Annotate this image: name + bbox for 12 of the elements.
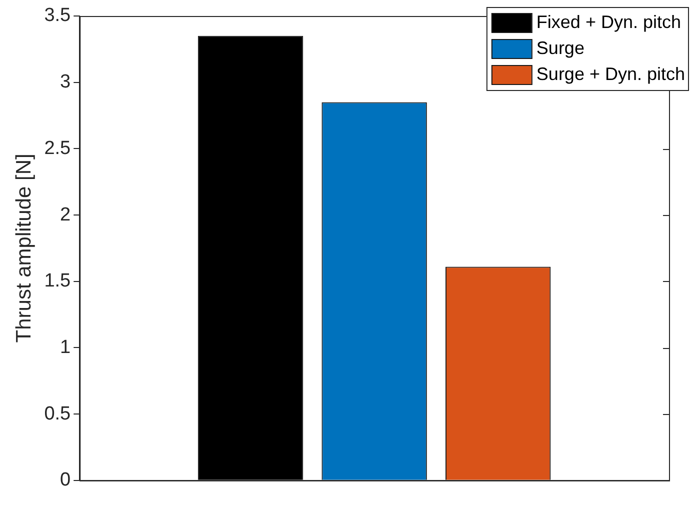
legend-label: Surge + Dyn. pitch — [536, 64, 686, 84]
y-tick-label: 0.5 — [44, 403, 71, 424]
legend-label: Surge — [536, 38, 584, 58]
y-tick-label: 0 — [60, 470, 71, 491]
y-axis-title: Thrust amplitude [N] — [12, 154, 36, 343]
y-tick-label: 3 — [60, 72, 71, 93]
y-tick-label: 2 — [60, 204, 71, 226]
y-tick-label: 1 — [60, 336, 71, 358]
y-tick-label: 2.5 — [44, 138, 71, 159]
y-tick-label: 3.5 — [44, 5, 71, 26]
y-tick-label: 1.5 — [44, 270, 71, 292]
legend-label: Fixed + Dyn. pitch — [536, 12, 681, 32]
